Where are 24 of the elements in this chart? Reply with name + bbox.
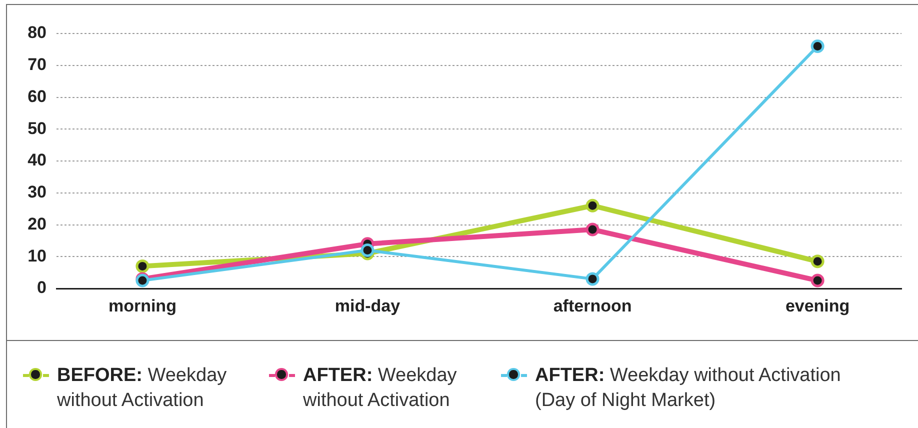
y-tick-label: 20 xyxy=(28,214,46,234)
point xyxy=(586,198,600,212)
y-tick-label: 80 xyxy=(28,23,46,42)
x-tick-label: morning xyxy=(108,296,176,316)
point xyxy=(810,40,824,53)
point xyxy=(360,244,374,257)
legend-label: BEFORE: Weekday without Activation xyxy=(57,364,228,413)
point xyxy=(810,254,824,268)
point xyxy=(810,274,824,288)
x-tick-label: evening xyxy=(785,296,850,316)
y-tick-label: 30 xyxy=(28,182,46,202)
x-tick-label: mid-day xyxy=(334,296,401,316)
legend-label: AFTER: Weekday without Activation xyxy=(303,364,458,413)
point xyxy=(586,222,600,236)
y-tick-label: 60 xyxy=(28,86,46,106)
y-tick-label: 50 xyxy=(28,118,46,138)
y-tick-label: 10 xyxy=(28,246,46,266)
legend-label: AFTER: Weekday without Activation (Day of Night Market) xyxy=(535,364,842,413)
x-tick-label: afternoon xyxy=(553,296,632,316)
y-tick-label: 40 xyxy=(28,150,46,170)
point xyxy=(586,272,600,286)
y-tick-label: 0 xyxy=(37,278,46,298)
point xyxy=(136,259,150,273)
y-tick-label: 70 xyxy=(28,55,46,74)
